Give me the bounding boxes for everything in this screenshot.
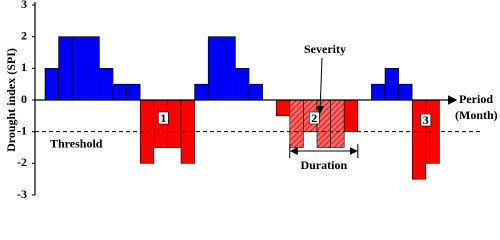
y-tick-label: 1 [21, 60, 27, 74]
bar [398, 83, 413, 101]
bar [343, 99, 359, 132]
event-box [420, 113, 432, 127]
bar [235, 68, 250, 101]
bar [275, 99, 291, 117]
bar [248, 83, 263, 101]
bar [71, 36, 87, 101]
event-label: 1 [160, 111, 166, 125]
severity-arrow [316, 57, 325, 114]
duration-label: Duration [300, 158, 347, 172]
severity-label: Severity [304, 42, 346, 56]
y-tick-label: 3 [21, 0, 27, 11]
bar [207, 36, 223, 101]
y-tick-label: -1 [17, 123, 27, 137]
bar [194, 83, 209, 101]
x-axis-label: (Month) [455, 108, 498, 122]
bar [289, 99, 304, 148]
bar [44, 68, 59, 101]
event-label: 3 [423, 113, 429, 127]
bar [371, 83, 386, 101]
y-tick-label: 0 [21, 92, 27, 106]
threshold-label: Threshold [50, 136, 103, 150]
bar [221, 36, 236, 101]
bar [126, 83, 141, 101]
bar [58, 36, 73, 101]
y-tick-label: -3 [17, 187, 27, 200]
bar [330, 99, 345, 148]
bar [167, 99, 182, 148]
event-box [158, 111, 169, 125]
bar [384, 68, 399, 101]
bar [99, 68, 114, 101]
chart: Drought index (SPI) Period (Month) 3 2 1 0 -… [4, 0, 498, 200]
x-axis-label: Period [459, 92, 493, 106]
event-box [308, 111, 320, 125]
bar [112, 83, 127, 101]
y-tick-label: 2 [21, 28, 27, 42]
event-label: 2 [311, 111, 317, 125]
y-tick-label: -2 [17, 155, 27, 169]
y-axis-label: Drought index (SPI) [4, 48, 18, 152]
bar [85, 36, 100, 101]
